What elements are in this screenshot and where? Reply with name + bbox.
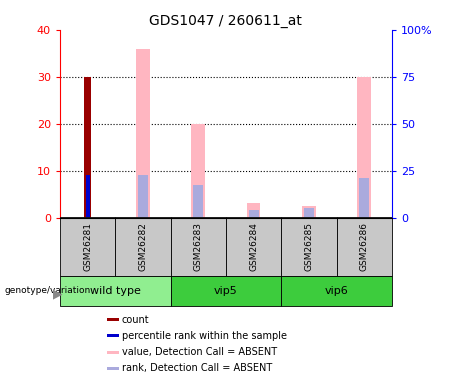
Bar [60, 217, 115, 276]
Bar [193, 185, 203, 218]
Bar [107, 334, 119, 338]
Text: rank, Detection Call = ABSENT: rank, Detection Call = ABSENT [122, 363, 272, 373]
Bar [86, 176, 89, 217]
Text: vip5: vip5 [214, 286, 238, 296]
Text: GSM26284: GSM26284 [249, 222, 258, 271]
Bar [60, 276, 171, 306]
Bar [247, 203, 260, 217]
Bar [359, 178, 369, 218]
Bar [171, 276, 281, 306]
Bar [357, 77, 371, 218]
Bar [107, 318, 119, 321]
Text: GSM26282: GSM26282 [138, 222, 148, 271]
Bar [281, 217, 337, 276]
Bar [107, 367, 119, 370]
Text: GSM26285: GSM26285 [304, 222, 313, 271]
Bar [226, 217, 281, 276]
Text: GSM26281: GSM26281 [83, 222, 92, 271]
Text: count: count [122, 315, 149, 325]
Bar [337, 217, 392, 276]
Text: ▶: ▶ [53, 288, 63, 301]
Bar [281, 276, 392, 306]
Bar [136, 49, 150, 217]
Bar [304, 208, 314, 218]
Text: vip6: vip6 [325, 286, 349, 296]
Text: genotype/variation: genotype/variation [5, 286, 91, 295]
Bar [302, 206, 316, 218]
Text: percentile rank within the sample: percentile rank within the sample [122, 331, 287, 341]
Title: GDS1047 / 260611_at: GDS1047 / 260611_at [149, 13, 302, 28]
Bar [248, 210, 259, 218]
Bar [171, 217, 226, 276]
Bar [138, 176, 148, 217]
Bar [191, 124, 205, 218]
Text: GSM26283: GSM26283 [194, 222, 203, 271]
Text: GSM26286: GSM26286 [360, 222, 369, 271]
Bar [115, 217, 171, 276]
Text: value, Detection Call = ABSENT: value, Detection Call = ABSENT [122, 347, 277, 357]
Text: wild type: wild type [90, 286, 141, 296]
Bar [84, 77, 91, 218]
Bar [107, 351, 119, 354]
